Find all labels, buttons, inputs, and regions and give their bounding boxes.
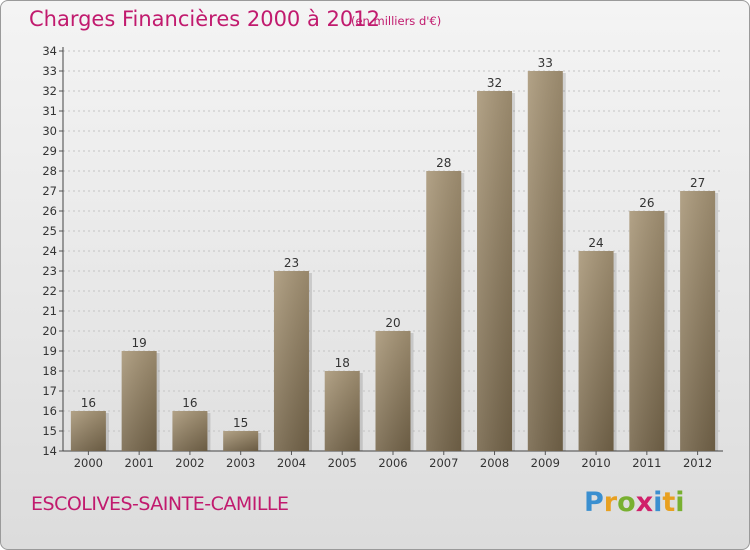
x-tick-label: 2007 xyxy=(429,456,458,470)
x-tick-labels: 2000 2001 2002 2003 2004 2005 2006 2007 2008 2009… xyxy=(74,456,713,470)
value-label: 28 xyxy=(436,156,451,170)
logo-letter: t xyxy=(662,487,676,518)
bar-shade xyxy=(477,91,513,451)
y-tick-label: 15 xyxy=(42,424,57,438)
x-tick-label: 2003 xyxy=(226,456,255,470)
x-tick-label: 2011 xyxy=(632,456,661,470)
y-tick-label: 34 xyxy=(42,44,57,58)
logo-letter: r xyxy=(603,487,618,518)
y-tick-labels: 14 15 16 17 18 19 20 21 22 23 24 25 26 27 28 29 30 31 32 33… xyxy=(42,44,57,458)
bar-shade xyxy=(121,351,157,451)
y-tick-label: 20 xyxy=(42,324,57,338)
y-tick-label: 16 xyxy=(42,404,57,418)
y-tick-label: 30 xyxy=(42,124,57,138)
value-label: 23 xyxy=(284,256,299,270)
x-tick-label: 2010 xyxy=(581,456,610,470)
bar-shade xyxy=(273,271,309,451)
value-label: 19 xyxy=(132,336,147,350)
x-tick-label: 2004 xyxy=(277,456,306,470)
x-tick-label: 2008 xyxy=(480,456,509,470)
logo-letter: x xyxy=(635,487,654,518)
y-tick-label: 19 xyxy=(42,344,57,358)
logo-letter: i xyxy=(675,487,685,518)
y-tick-label: 31 xyxy=(42,104,57,118)
value-label: 16 xyxy=(81,396,96,410)
x-tick-label: 2005 xyxy=(328,456,357,470)
x-tick-label: 2000 xyxy=(74,456,103,470)
bars xyxy=(70,71,719,455)
value-label: 33 xyxy=(538,56,553,70)
bar-shade xyxy=(375,331,411,451)
bar-shade xyxy=(426,171,462,451)
bar-shade xyxy=(629,211,665,451)
y-tick-label: 14 xyxy=(42,444,57,458)
bar-shade xyxy=(172,411,208,451)
bar-shade xyxy=(70,411,106,451)
y-tick-label: 17 xyxy=(42,384,57,398)
x-tick-label: 2001 xyxy=(125,456,154,470)
x-tick-label: 2006 xyxy=(378,456,407,470)
x-tick-label: 2002 xyxy=(175,456,204,470)
bar-shade xyxy=(223,431,259,451)
y-tick-label: 32 xyxy=(42,84,57,98)
y-tick-label: 26 xyxy=(42,204,57,218)
x-tick-label: 2012 xyxy=(683,456,712,470)
y-tick-label: 28 xyxy=(42,164,57,178)
y-tick-label: 33 xyxy=(42,64,57,78)
value-label: 18 xyxy=(335,356,350,370)
bar-shade xyxy=(324,371,360,451)
commune-name: ESCOLIVES-SAINTE-CAMILLE xyxy=(31,493,289,515)
value-labels: 16 19 16 15 23 18 20 28 32 33 24 26 27 xyxy=(81,56,706,430)
value-label: 26 xyxy=(639,196,654,210)
y-tick-label: 18 xyxy=(42,364,57,378)
value-label: 32 xyxy=(487,76,502,90)
chart-unit: (en milliers d'€) xyxy=(351,14,442,28)
value-label: 20 xyxy=(385,316,400,330)
y-tick-label: 25 xyxy=(42,224,57,238)
value-label: 27 xyxy=(690,176,705,190)
y-tick-label: 27 xyxy=(42,184,57,198)
logo-letter: P xyxy=(584,487,604,518)
y-tick-label: 21 xyxy=(42,304,57,318)
y-tick-label: 24 xyxy=(42,244,57,258)
value-label: 24 xyxy=(588,236,603,250)
logo-letter: o xyxy=(617,487,636,518)
bar-shade xyxy=(680,191,716,451)
bar-shade xyxy=(527,71,563,451)
y-tick-label: 23 xyxy=(42,264,57,278)
x-tick-label: 2009 xyxy=(531,456,560,470)
proxiti-logo: Proxiti xyxy=(584,487,685,518)
logo-letter: i xyxy=(653,487,663,518)
value-label: 16 xyxy=(182,396,197,410)
chart-title: Charges Financières 2000 à 2012 xyxy=(29,7,380,31)
y-tick-label: 29 xyxy=(42,144,57,158)
value-label: 15 xyxy=(233,416,248,430)
y-tick-label: 22 xyxy=(42,284,57,298)
bar-shade xyxy=(578,251,614,451)
